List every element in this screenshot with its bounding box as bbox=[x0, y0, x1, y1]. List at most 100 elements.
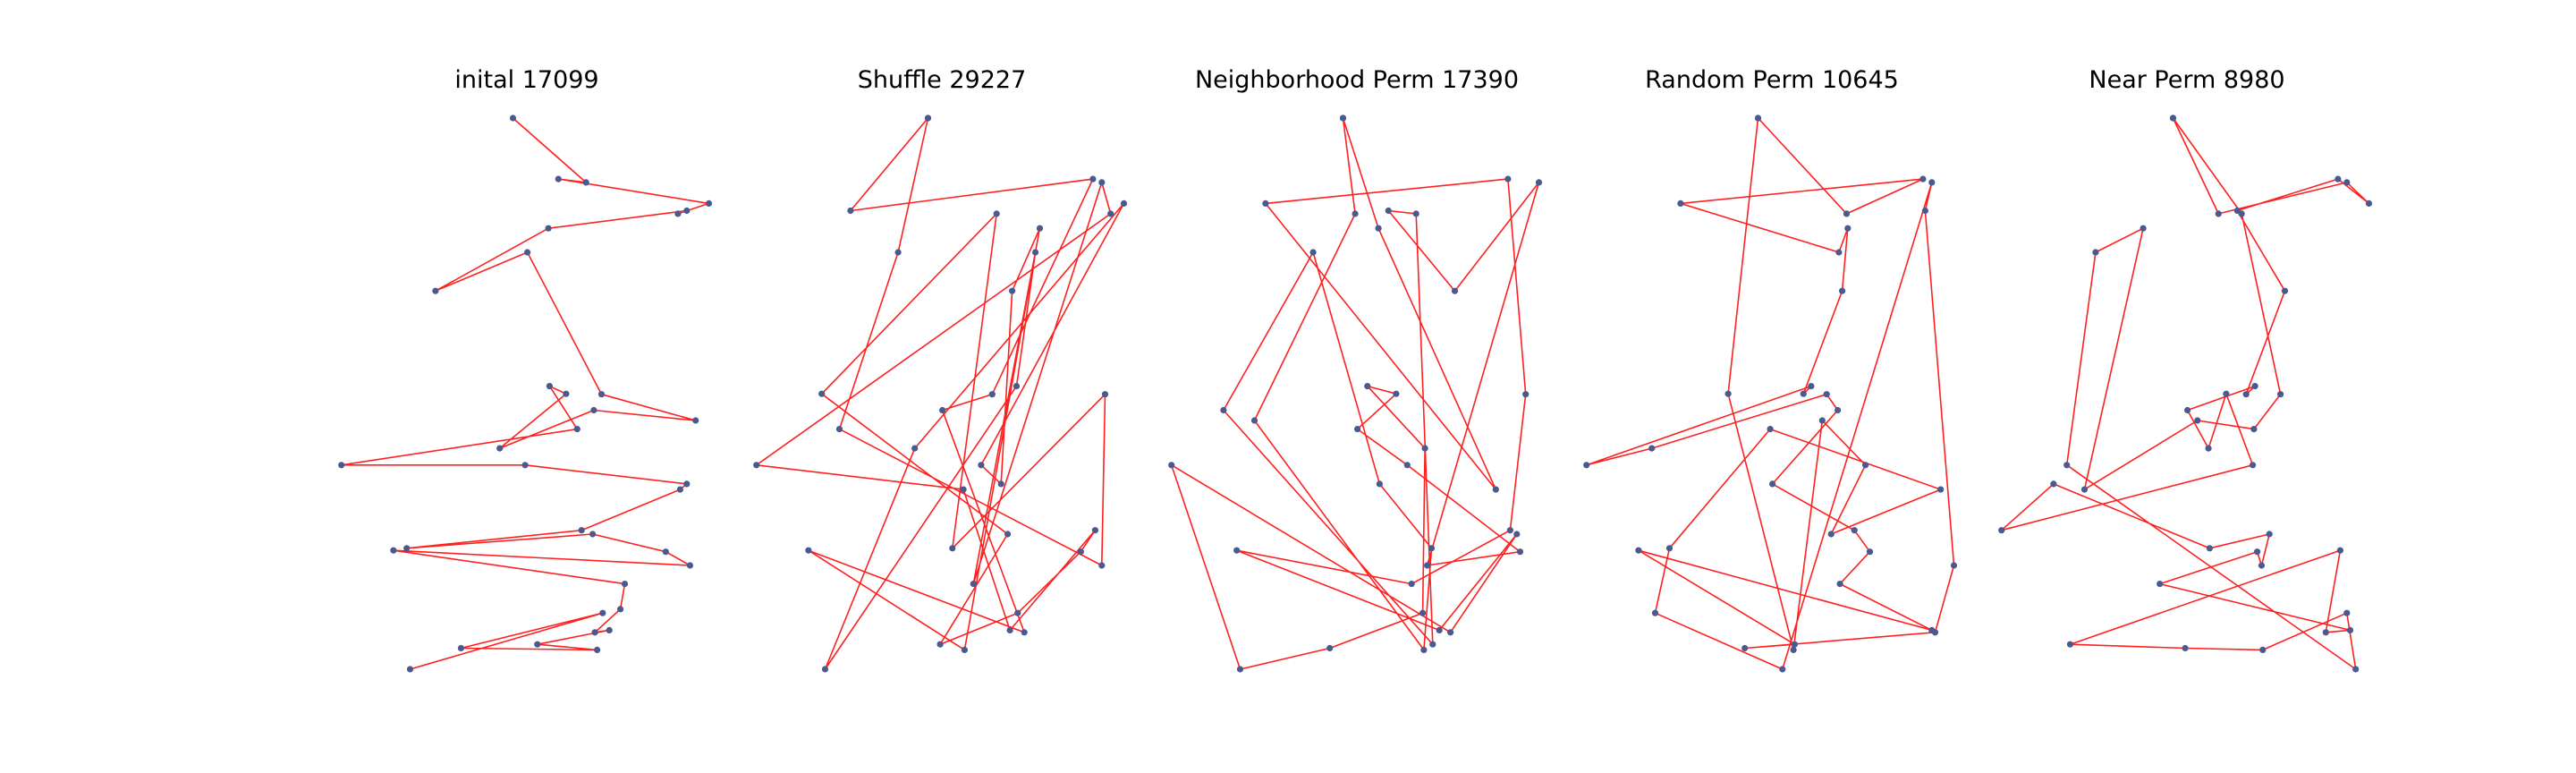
panel-4: Random Perm 10645 bbox=[1583, 66, 1957, 673]
city-point bbox=[1007, 627, 1013, 633]
city-point bbox=[1522, 391, 1529, 397]
city-point bbox=[1424, 562, 1430, 568]
city-point bbox=[1037, 225, 1043, 232]
city-point bbox=[579, 527, 585, 533]
city-point bbox=[1951, 562, 1957, 568]
panel-title: Neighborhood Perm 17390 bbox=[1195, 66, 1519, 94]
city-point bbox=[1404, 462, 1411, 468]
city-point bbox=[1428, 545, 1435, 551]
city-point bbox=[961, 487, 967, 493]
city-point bbox=[1635, 548, 1641, 554]
city-point bbox=[1422, 446, 1428, 452]
city-point bbox=[1677, 200, 1683, 207]
city-point bbox=[1393, 391, 1399, 397]
city-point bbox=[1513, 531, 1520, 537]
city-point bbox=[390, 548, 396, 554]
city-point bbox=[458, 645, 464, 651]
city-point bbox=[1377, 480, 1383, 487]
city-point bbox=[970, 581, 977, 587]
city-point bbox=[1835, 407, 1841, 413]
city-point bbox=[1648, 446, 1655, 452]
city-point bbox=[2140, 225, 2147, 232]
city-point bbox=[1844, 225, 1851, 232]
city-point bbox=[994, 210, 1000, 217]
city-point bbox=[1839, 288, 1845, 294]
city-point bbox=[1021, 629, 1028, 635]
city-point bbox=[599, 610, 606, 616]
city-point bbox=[1385, 208, 1392, 214]
city-point bbox=[338, 462, 344, 468]
city-point bbox=[1107, 210, 1114, 217]
city-point bbox=[1447, 629, 1453, 635]
city-point bbox=[1340, 115, 1346, 121]
city-point bbox=[692, 417, 699, 423]
panel-3: Neighborhood Perm 17390 bbox=[1168, 66, 1542, 673]
city-point bbox=[2250, 462, 2256, 468]
city-point bbox=[677, 487, 683, 493]
route-line bbox=[2002, 118, 2369, 669]
city-point bbox=[522, 462, 529, 468]
city-point bbox=[546, 225, 552, 232]
city-point bbox=[1828, 531, 1835, 537]
city-point bbox=[1089, 176, 1096, 183]
city-point bbox=[1098, 179, 1105, 185]
city-point bbox=[1352, 210, 1359, 217]
city-point bbox=[2092, 249, 2098, 255]
city-point bbox=[2250, 426, 2257, 432]
city-point bbox=[594, 647, 600, 653]
city-point bbox=[2366, 200, 2372, 207]
city-point bbox=[949, 545, 955, 551]
city-point bbox=[2207, 545, 2213, 551]
city-point bbox=[1092, 527, 1098, 533]
city-point bbox=[2254, 548, 2260, 555]
city-point bbox=[1583, 462, 1589, 468]
city-point bbox=[683, 208, 690, 214]
city-point bbox=[534, 641, 540, 648]
city-point bbox=[2239, 210, 2245, 217]
city-point bbox=[1819, 417, 1826, 423]
city-point bbox=[1808, 383, 1814, 389]
city-point bbox=[2282, 288, 2288, 294]
city-point bbox=[822, 666, 828, 672]
city-point bbox=[1098, 562, 1105, 568]
city-point bbox=[1014, 610, 1021, 616]
city-point bbox=[1507, 527, 1513, 533]
route-line bbox=[342, 118, 709, 669]
panel-1: inital 17099 bbox=[338, 66, 712, 673]
city-point bbox=[2184, 407, 2190, 413]
city-point bbox=[1376, 225, 1382, 232]
city-point bbox=[1779, 666, 1785, 672]
city-point bbox=[2267, 531, 2273, 537]
city-point bbox=[1409, 581, 1415, 587]
panel-title: Random Perm 10645 bbox=[1645, 66, 1899, 94]
city-point bbox=[1429, 641, 1436, 648]
city-point bbox=[1436, 627, 1443, 633]
city-point bbox=[1493, 487, 1499, 493]
city-point bbox=[563, 391, 569, 397]
city-point bbox=[683, 480, 690, 487]
city-point bbox=[1843, 210, 1850, 217]
city-point bbox=[1837, 581, 1843, 587]
city-point bbox=[2337, 548, 2343, 554]
city-point bbox=[2334, 176, 2341, 183]
city-point bbox=[2063, 462, 2070, 468]
city-point bbox=[606, 627, 613, 633]
city-point bbox=[1517, 548, 1523, 555]
city-point bbox=[2259, 647, 2266, 653]
city-point bbox=[2343, 610, 2350, 616]
city-point bbox=[2223, 391, 2229, 397]
city-point bbox=[1741, 645, 1748, 651]
city-point bbox=[598, 391, 605, 397]
city-point bbox=[674, 210, 681, 217]
city-point bbox=[1791, 647, 1797, 653]
city-point bbox=[1932, 629, 1938, 635]
city-point bbox=[1102, 391, 1108, 397]
city-point bbox=[583, 179, 589, 185]
city-point bbox=[2182, 645, 2189, 651]
city-point bbox=[939, 407, 945, 413]
city-point bbox=[2206, 446, 2212, 452]
city-point bbox=[2343, 179, 2350, 185]
city-point bbox=[1262, 200, 1268, 207]
